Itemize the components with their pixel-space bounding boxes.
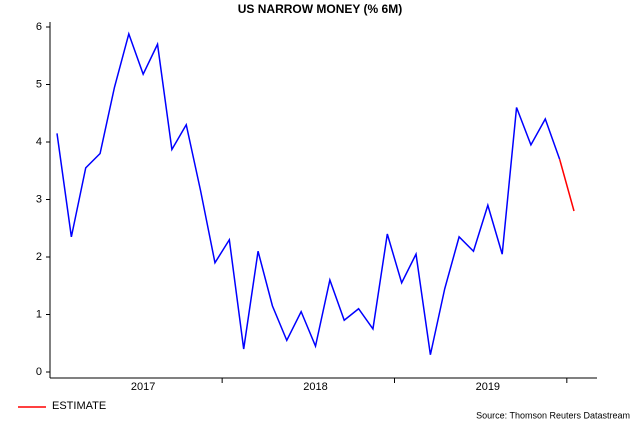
data-line <box>56 31 561 355</box>
y-tick-label: 6 <box>36 21 42 33</box>
y-tick-label: 1 <box>36 308 42 320</box>
data-line <box>558 159 575 212</box>
y-tick-label: 5 <box>36 78 42 90</box>
x-tick-label: 2018 <box>303 381 327 393</box>
x-tick-label: 2019 <box>476 381 500 393</box>
chart-title: US NARROW MONEY (% 6M) <box>238 2 402 16</box>
y-tick-label: 3 <box>36 193 42 205</box>
y-tick-label: 4 <box>36 136 42 148</box>
x-tick-label: 2017 <box>131 381 155 393</box>
legend-label: ESTIMATE <box>52 400 106 412</box>
y-tick-label: 2 <box>36 251 42 263</box>
y-tick-label: 0 <box>36 366 42 378</box>
source-note: Source: Thomson Reuters Datastream <box>476 410 630 420</box>
